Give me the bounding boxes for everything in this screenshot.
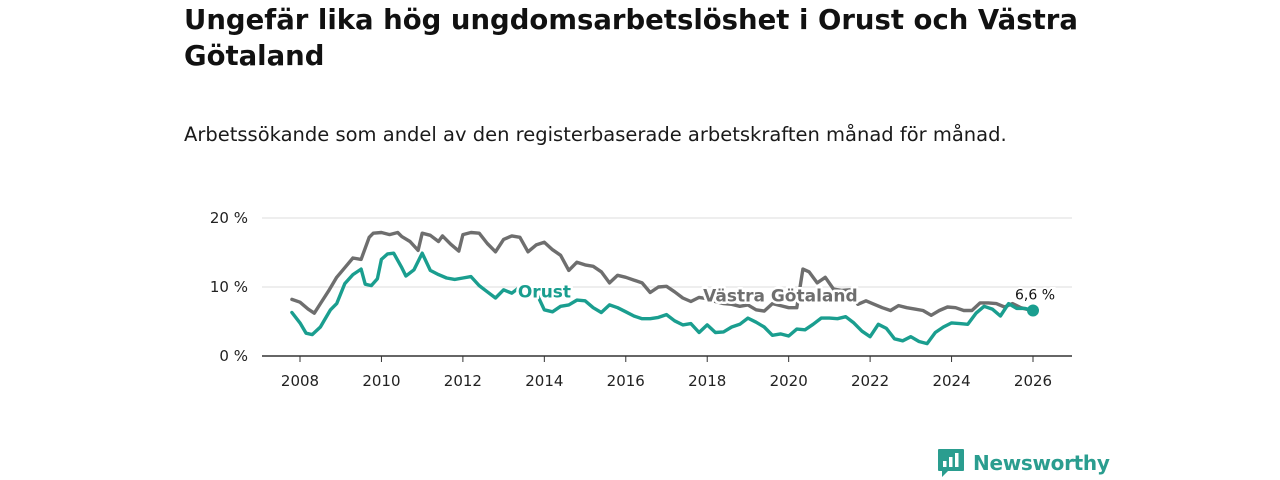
y-tick-label: 0 % xyxy=(219,347,248,365)
orust-series-label: Orust xyxy=(518,282,571,302)
x-tick-label: 2026 xyxy=(1014,372,1052,390)
y-tick-label: 10 % xyxy=(210,278,248,296)
vastra-gotaland-series-label: Västra Götaland xyxy=(703,286,858,306)
chart-subtitle: Arbetssökande som andel av den registerb… xyxy=(184,123,1007,146)
chart-title: Ungefär lika hög ungdomsarbetslöshet i O… xyxy=(184,4,1078,72)
y-tick-label: 20 % xyxy=(210,209,248,227)
orust-endpoint-marker xyxy=(1027,304,1039,317)
x-tick-label: 2010 xyxy=(362,372,400,390)
x-tick-label: 2008 xyxy=(281,372,319,390)
newsworthy-logo: Newsworthy xyxy=(937,448,1110,478)
gridlines xyxy=(262,217,1072,288)
x-tick-label: 2018 xyxy=(688,372,726,390)
endpoint-value-label: 6,6 % xyxy=(1015,287,1055,303)
x-tick-label: 2024 xyxy=(932,372,970,390)
series-labels: Orust Västra Götaland 6,6 % xyxy=(515,280,1057,317)
x-tick-label: 2020 xyxy=(770,372,808,390)
x-tick-label: 2012 xyxy=(444,372,482,390)
series-lines xyxy=(290,230,1035,346)
x-tick-label: 2016 xyxy=(607,372,645,390)
brand-name: Newsworthy xyxy=(973,451,1110,475)
x-axis: 2008 2010 2012 2014 2016 2018 2020 2022 2024 2026 xyxy=(262,355,1072,390)
bar-chart-speech-bubble-icon xyxy=(938,449,964,477)
x-tick-label: 2022 xyxy=(851,372,889,390)
x-tick-label: 2014 xyxy=(525,372,563,390)
orust-line xyxy=(290,251,1035,346)
y-axis-tick-labels: 0 % 10 % 20 % xyxy=(210,209,248,365)
vastra-gotaland-line xyxy=(290,230,1035,317)
